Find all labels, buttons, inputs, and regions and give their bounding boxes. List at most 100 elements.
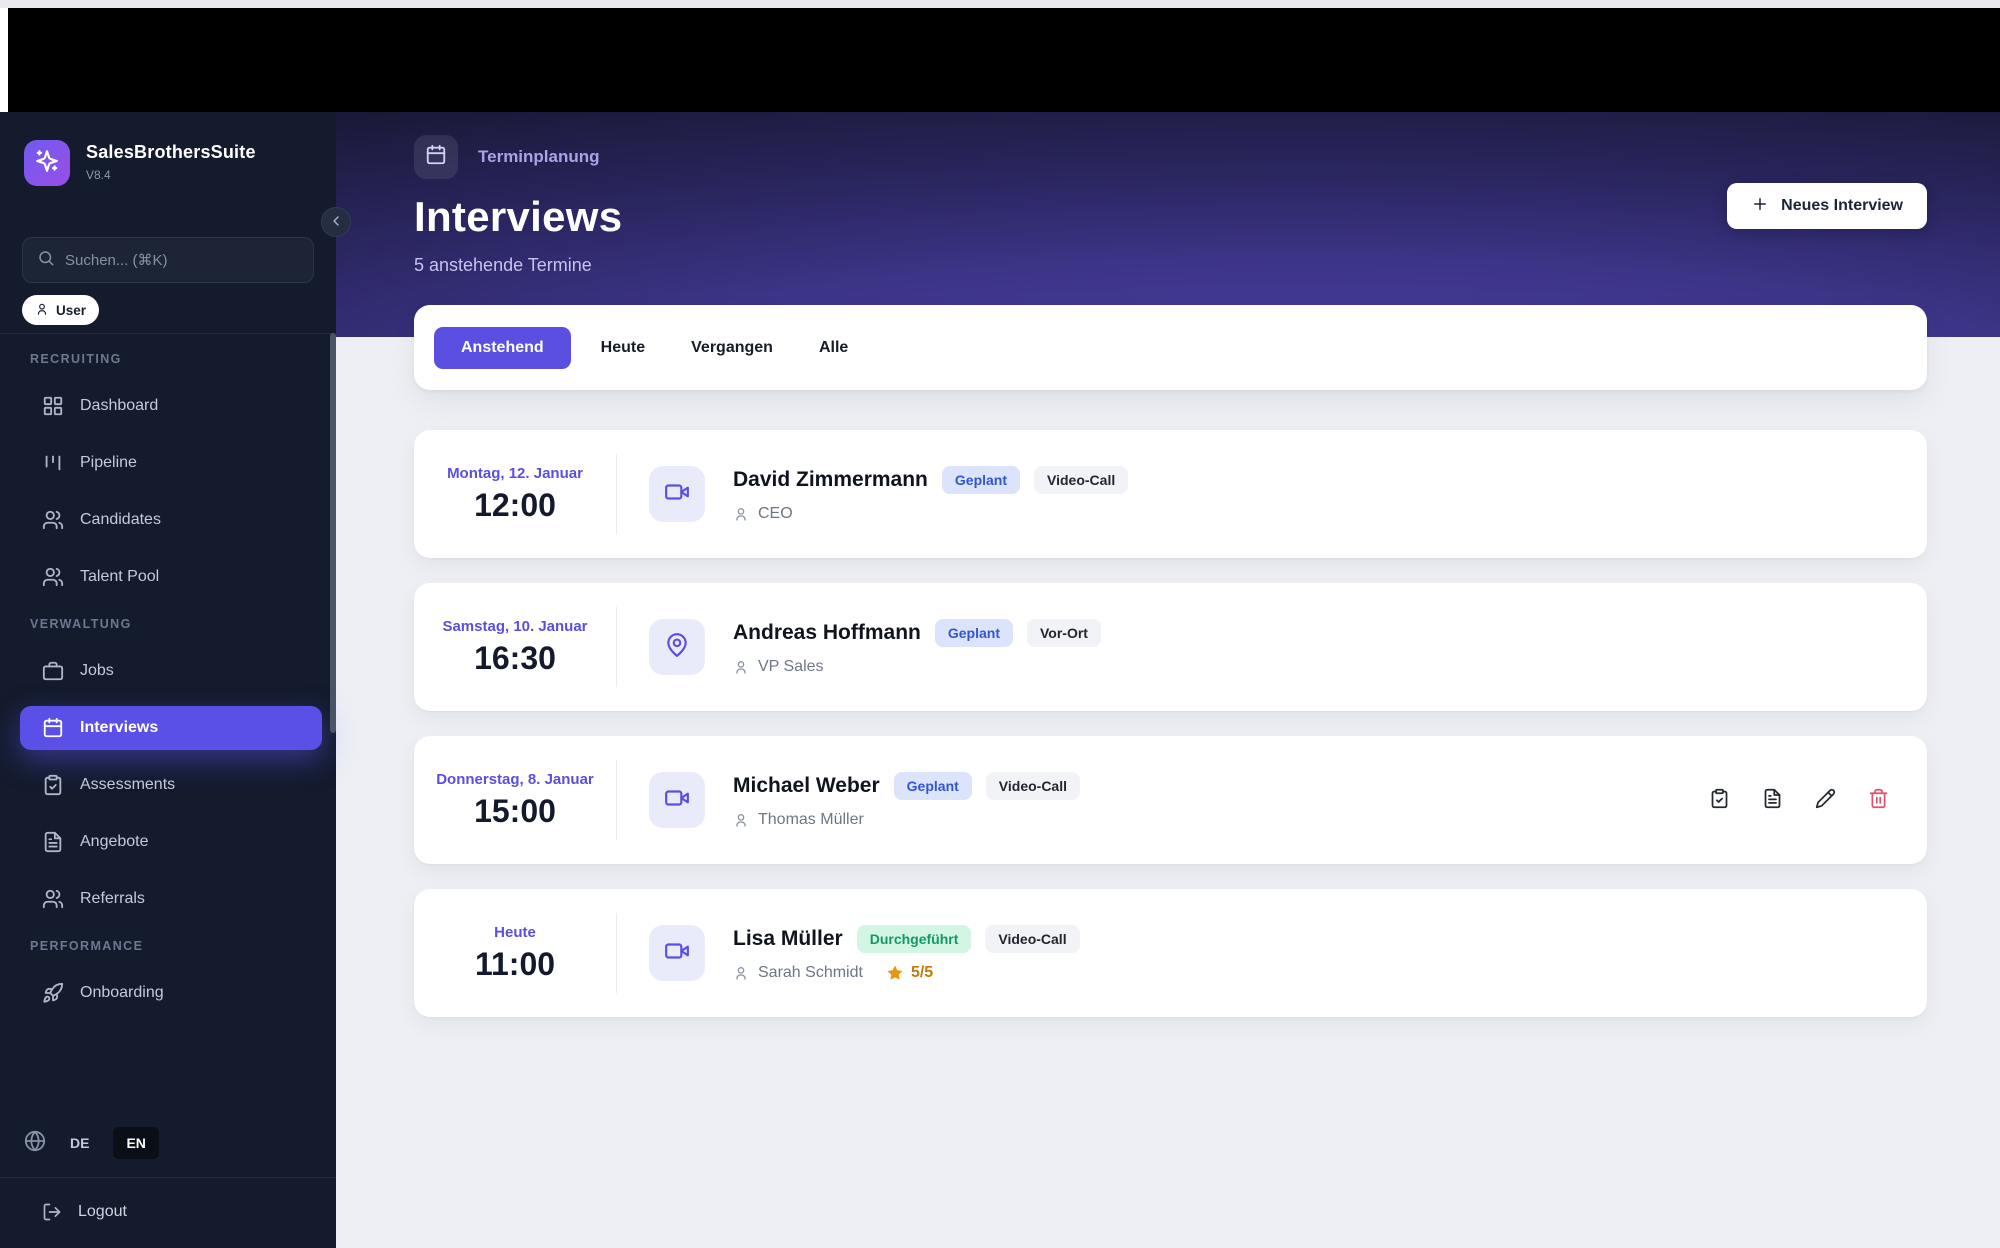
map-pin-icon	[664, 632, 690, 663]
sidebar-item-jobs[interactable]: Jobs	[20, 649, 322, 693]
sidebar-bottom: DE EN Logout	[0, 1127, 336, 1248]
interview-person: Thomas Müller	[758, 810, 864, 828]
interview-type-badge	[649, 772, 705, 828]
logout-button[interactable]: Logout	[0, 1178, 336, 1248]
language-switcher: DE EN	[0, 1127, 336, 1159]
rating-value: 5/5	[910, 963, 934, 981]
page-header: Terminplanung Interviews 5 anstehende Te…	[336, 112, 2000, 337]
filter-tabs: Anstehend Heute Vergangen Alle	[414, 305, 1927, 390]
kanban-icon	[42, 452, 64, 474]
breadcrumb-label: Terminplanung	[478, 147, 600, 166]
interview-card-michael-weber: Donnerstag, 8. Januar 15:00 Michael Webe…	[414, 736, 1927, 864]
calendar-icon	[42, 717, 64, 739]
page-subtitle: 5 anstehende Termine	[414, 255, 592, 275]
sidebar: SalesBrothersSuite V8.4 User RECRUITING …	[0, 112, 351, 1248]
sidebar-bottom-divider	[0, 1177, 336, 1178]
search-input[interactable]	[65, 251, 299, 269]
top-left-sliver	[0, 8, 8, 112]
delete-icon	[1868, 788, 1889, 812]
file-text-action-button[interactable]	[1762, 788, 1783, 812]
status-badge: Geplant	[941, 465, 1021, 494]
nav-section-performance: PERFORMANCE Onboarding	[0, 939, 336, 1015]
video-icon	[664, 938, 690, 969]
sidebar-item-label: Pipeline	[80, 454, 137, 471]
person-icon	[733, 965, 749, 981]
interview-date: Montag, 12. Januar	[447, 464, 583, 482]
search-icon	[37, 249, 55, 272]
interview-person: CEO	[758, 504, 793, 522]
person-icon	[733, 812, 749, 828]
new-interview-button[interactable]: Neues Interview	[1727, 183, 1927, 229]
interview-info: David Zimmermann Geplant Video-Call CEO	[733, 465, 1129, 523]
sidebar-item-label: Talent Pool	[80, 568, 160, 585]
sidebar-item-pipeline[interactable]: Pipeline	[20, 441, 322, 485]
sidebar-divider	[0, 333, 336, 334]
interview-card-lisa-m-ller: Heute 11:00 Lisa Müller Durchgeführt Vid…	[414, 889, 1927, 1017]
candidate-name: David Zimmermann	[733, 467, 928, 491]
video-icon	[664, 785, 690, 816]
user-pill[interactable]: User	[22, 295, 100, 325]
users-icon	[42, 888, 64, 910]
candidate-name: Andreas Hoffmann	[733, 620, 921, 644]
interview-info: Andreas Hoffmann Geplant Vor-Ort VP Sale…	[733, 618, 1101, 676]
interview-time: 12:00	[474, 486, 556, 523]
calendar-icon	[425, 144, 447, 171]
tab-vergangen[interactable]: Vergangen	[675, 327, 789, 369]
interview-type-badge	[649, 619, 705, 675]
logout-label: Logout	[78, 1203, 127, 1220]
sidebar-item-label: Referrals	[80, 890, 145, 907]
sidebar-item-label: Jobs	[80, 662, 114, 679]
sidebar-item-referrals[interactable]: Referrals	[20, 877, 322, 921]
sidebar-item-assessments[interactable]: Assessments	[20, 763, 322, 807]
sidebar-item-label: Assessments	[80, 776, 176, 793]
sidebar-item-angebote[interactable]: Angebote	[20, 820, 322, 864]
nav-section-label: PERFORMANCE	[30, 939, 144, 953]
tab-heute[interactable]: Heute	[585, 327, 661, 369]
card-divider	[616, 454, 617, 534]
sidebar-item-talent-pool[interactable]: Talent Pool	[20, 555, 322, 599]
star-icon	[886, 964, 904, 982]
delete-action-button[interactable]	[1868, 788, 1889, 812]
sidebar-item-label: Candidates	[80, 511, 161, 528]
clipboard-check-action-button[interactable]	[1709, 788, 1730, 812]
tab-anstehend[interactable]: Anstehend	[434, 326, 571, 369]
globe-icon	[24, 1130, 46, 1157]
user-pill-label: User	[56, 302, 87, 318]
edit-icon	[1815, 788, 1836, 812]
mode-badge: Video-Call	[1034, 465, 1129, 494]
person-icon	[733, 506, 749, 522]
video-icon	[664, 479, 690, 510]
clipboard-check-icon	[42, 774, 64, 796]
sidebar-item-interviews[interactable]: Interviews	[20, 706, 322, 750]
sidebar-scrollbar[interactable]	[330, 333, 336, 733]
interview-time: 15:00	[474, 792, 556, 829]
sidebar-item-dashboard[interactable]: Dashboard	[20, 384, 322, 428]
search-box	[22, 237, 314, 283]
sidebar-collapse-button[interactable]	[321, 207, 351, 237]
clipboard-check-icon	[1709, 788, 1730, 812]
status-badge: Geplant	[893, 771, 972, 800]
card-actions	[1709, 788, 1889, 812]
users-icon	[42, 566, 64, 588]
sidebar-item-candidates[interactable]: Candidates	[20, 498, 322, 542]
mode-badge: Video-Call	[985, 771, 1080, 800]
user-icon	[35, 302, 49, 319]
interview-when: Donnerstag, 8. Januar 15:00	[414, 771, 616, 830]
edit-action-button[interactable]	[1815, 788, 1836, 812]
breadcrumb: Terminplanung	[414, 135, 1927, 179]
top-black-bar	[8, 8, 2000, 112]
sidebar-item-label: Onboarding	[80, 984, 164, 1001]
sidebar-item-onboarding[interactable]: Onboarding	[20, 971, 322, 1015]
interview-card-andreas-hoffmann: Samstag, 10. Januar 16:30 Andreas Hoffma…	[414, 583, 1927, 711]
person-icon	[733, 659, 749, 675]
language-option-de[interactable]: DE	[60, 1127, 99, 1159]
top-strip	[0, 0, 2000, 8]
interview-time: 16:30	[474, 639, 556, 676]
tab-alle[interactable]: Alle	[803, 327, 864, 369]
language-option-en[interactable]: EN	[113, 1127, 159, 1159]
sidebar-item-label: Interviews	[80, 719, 159, 736]
brand: SalesBrothersSuite V8.4	[0, 112, 336, 186]
interview-date: Heute	[494, 923, 536, 941]
page-title: Interviews	[414, 193, 623, 240]
candidate-name: Michael Weber	[733, 773, 880, 797]
